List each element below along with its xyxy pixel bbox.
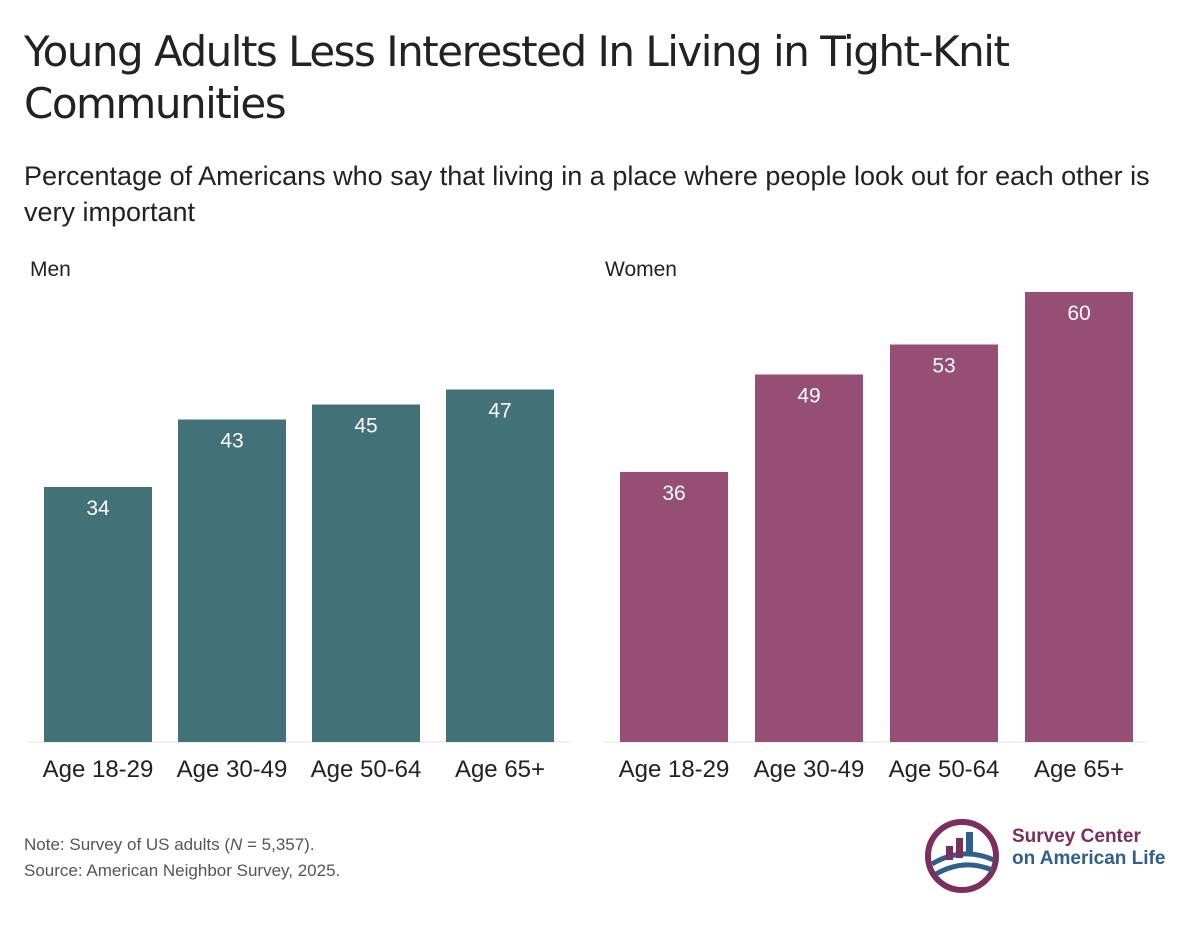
logo-emblem-icon bbox=[925, 819, 999, 893]
men-tick-label-2: Age 30-49 bbox=[177, 756, 288, 783]
women-tick-label-3: Age 50-64 bbox=[889, 756, 1000, 783]
men-tick-label-1: Age 18-29 bbox=[43, 756, 154, 783]
chart-note: Note: Survey of US adults (N = 5,357). S… bbox=[24, 832, 340, 884]
panel-label-men: Men bbox=[30, 258, 71, 281]
men-tick-label-3: Age 50-64 bbox=[311, 756, 422, 783]
women-bar-4 bbox=[1025, 292, 1133, 742]
chart-subtitle: Percentage of Americans who say that liv… bbox=[24, 161, 1150, 227]
men-bar-value-1: 34 bbox=[86, 497, 110, 520]
women-bar-1 bbox=[620, 472, 728, 742]
women-bar-value-4: 60 bbox=[1067, 302, 1090, 325]
women-tick-label-1: Age 18-29 bbox=[619, 756, 730, 783]
women-bar-value-2: 49 bbox=[797, 385, 820, 408]
note-n-label: N bbox=[229, 835, 243, 854]
men-tick-label-4: Age 65+ bbox=[455, 756, 545, 783]
women-bar-3 bbox=[890, 344, 998, 742]
men-bar-1 bbox=[44, 487, 152, 742]
women-tick-label-4: Age 65+ bbox=[1034, 756, 1124, 783]
note-prefix: Note: Survey of US adults ( bbox=[24, 835, 230, 854]
logo-line1: Survey Center bbox=[1012, 826, 1141, 847]
men-bar-value-4: 47 bbox=[488, 400, 511, 423]
note-sample: Note: Survey of US adults (N = 5,357). bbox=[24, 832, 340, 858]
men-bar-value-2: 43 bbox=[220, 430, 243, 453]
men-bar-value-3: 45 bbox=[354, 415, 377, 438]
chart-title: Young Adults Less Interested In Living i… bbox=[24, 27, 1010, 128]
women-bar-2 bbox=[755, 374, 863, 742]
panel-label-women: Women bbox=[605, 258, 677, 281]
women-tick-label-2: Age 30-49 bbox=[754, 756, 865, 783]
note-suffix: = 5,357). bbox=[242, 835, 315, 854]
men-bar-2 bbox=[178, 419, 286, 742]
women-bar-value-1: 36 bbox=[662, 482, 685, 505]
men-bar-3 bbox=[312, 404, 420, 742]
logo-line2: on American Life bbox=[1012, 848, 1166, 869]
note-source: Source: American Neighbor Survey, 2025. bbox=[24, 861, 341, 880]
survey-center-logo: Survey Center on American Life bbox=[924, 816, 1166, 896]
women-bar-value-3: 53 bbox=[932, 355, 955, 378]
men-bar-4 bbox=[446, 389, 554, 742]
